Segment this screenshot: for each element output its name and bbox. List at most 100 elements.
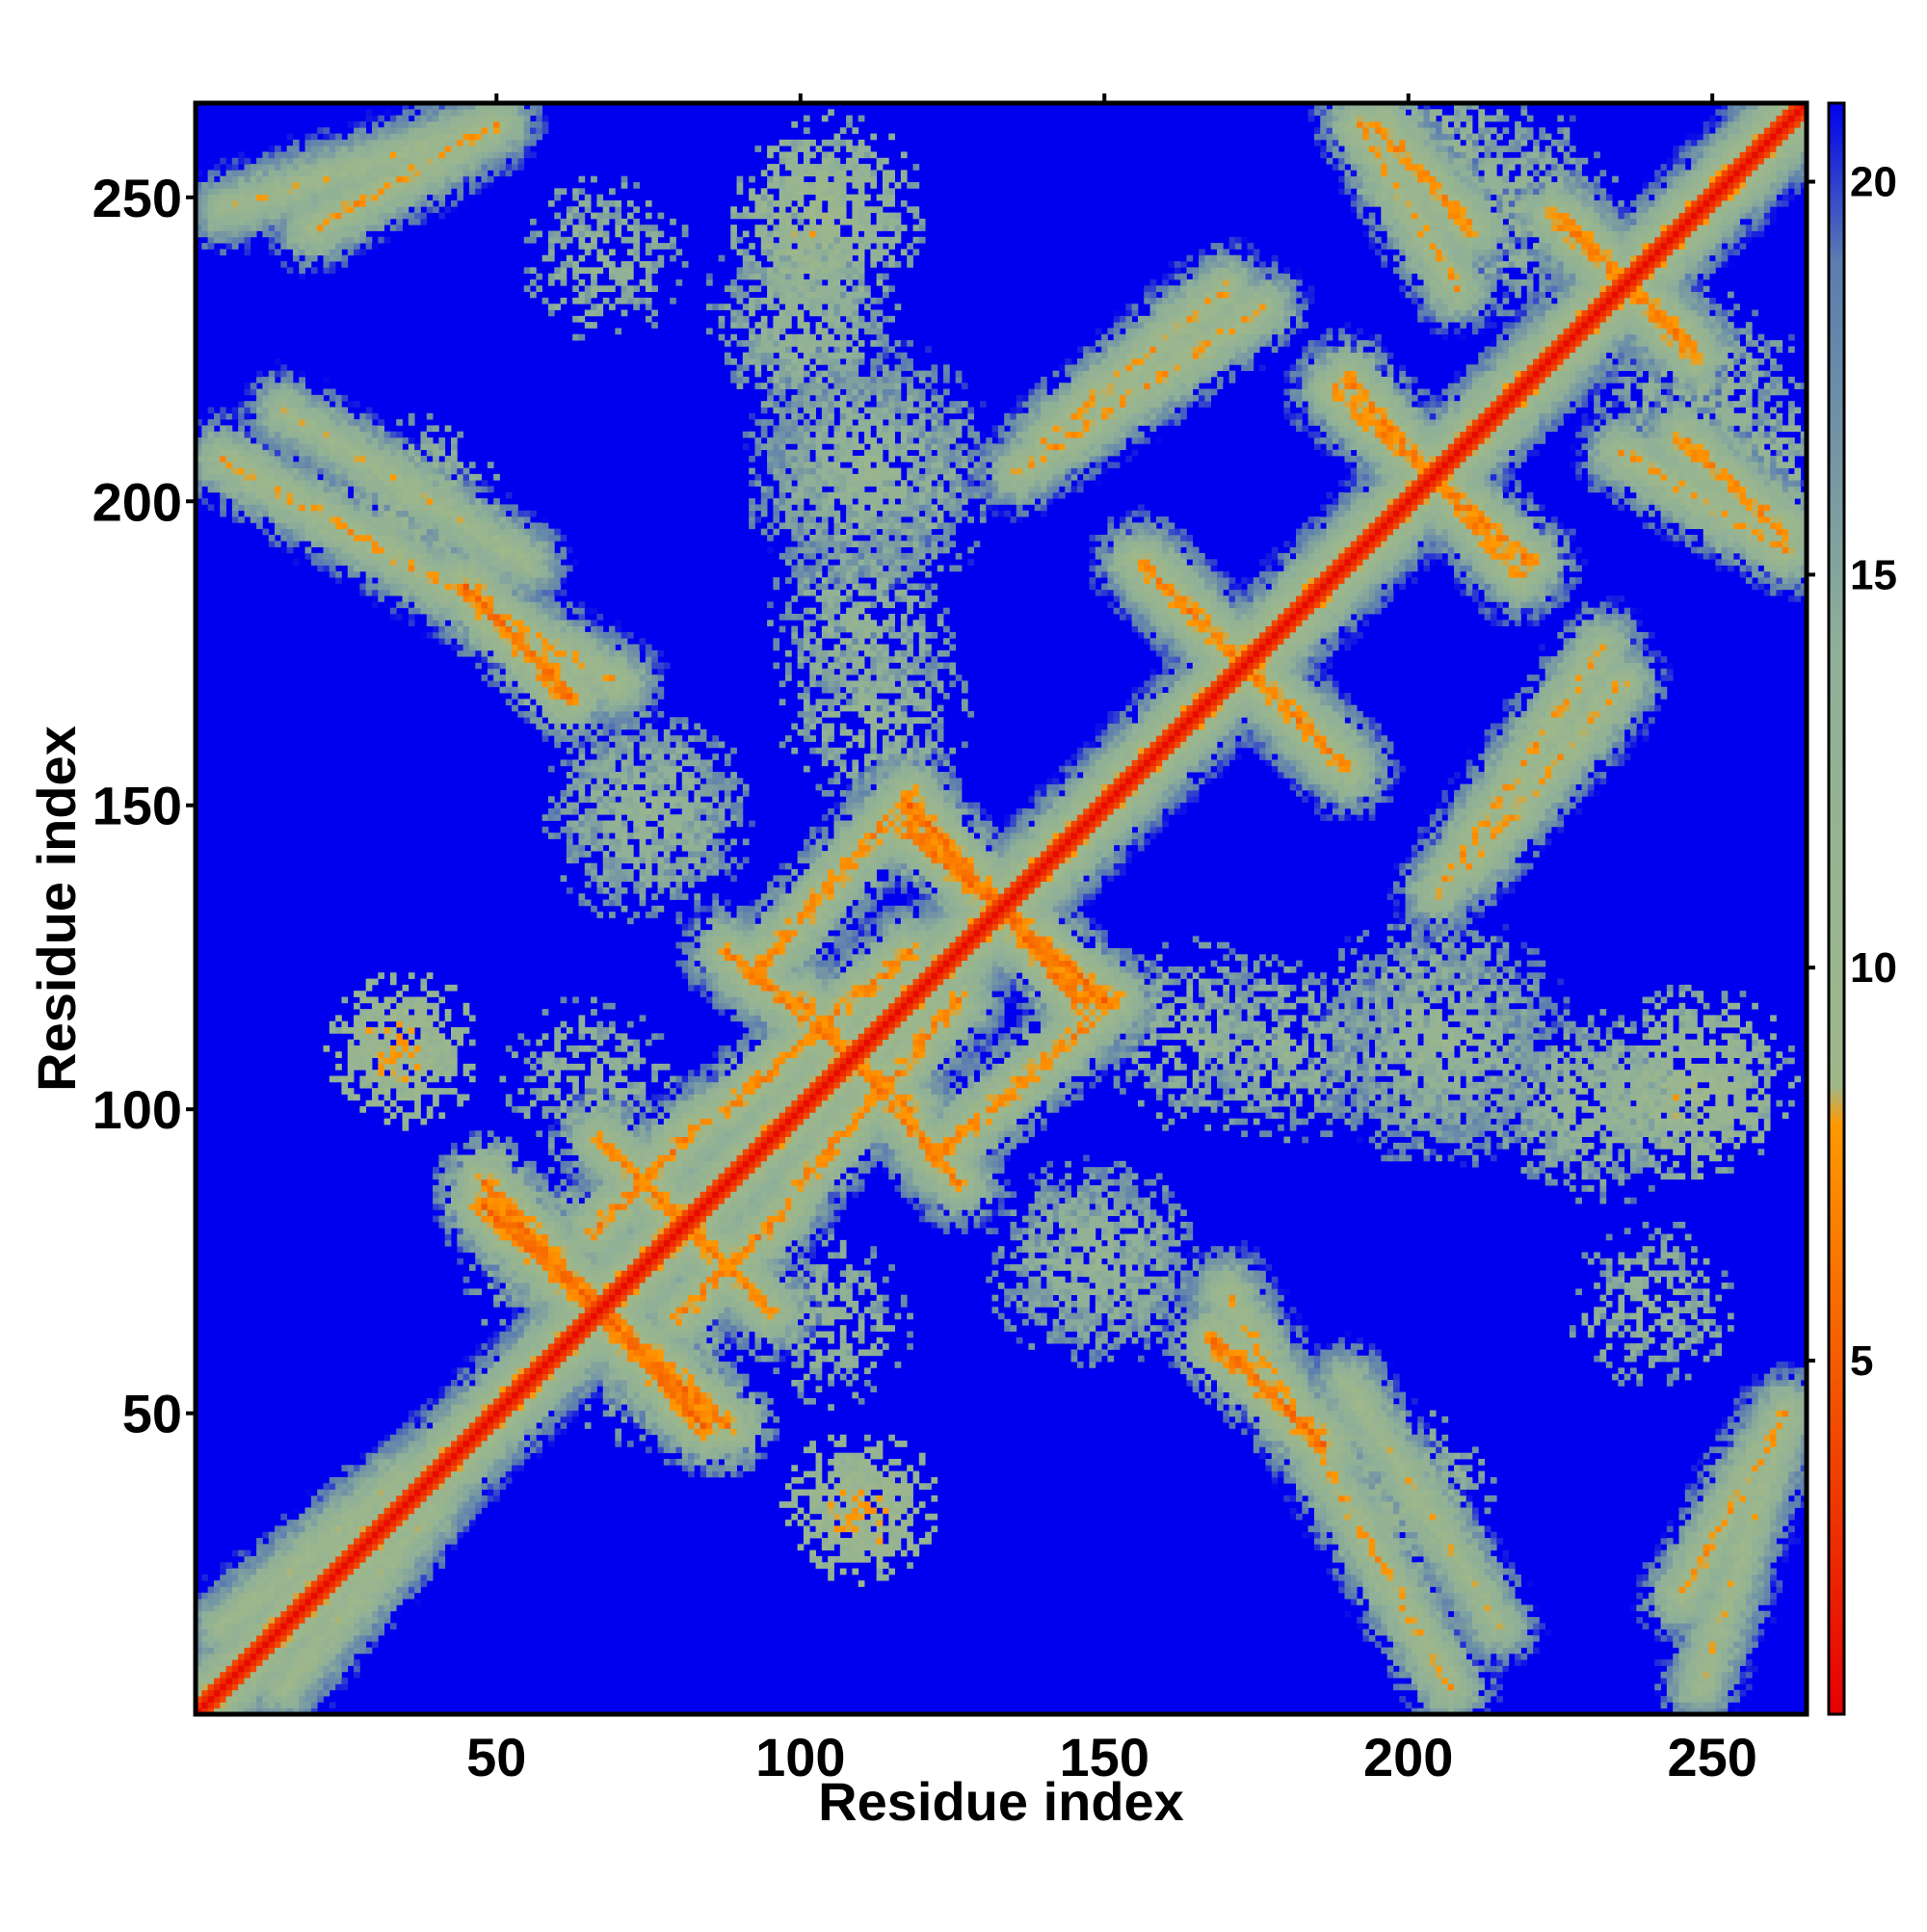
heatmap-cell bbox=[433, 1435, 439, 1442]
heatmap-cell bbox=[220, 407, 226, 413]
heatmap-cell bbox=[293, 1569, 300, 1575]
heatmap-cell bbox=[299, 407, 305, 413]
heatmap-cell bbox=[354, 182, 360, 189]
heatmap-cell bbox=[384, 1507, 391, 1514]
heatmap-cell bbox=[396, 1507, 403, 1514]
heatmap-cell bbox=[469, 1453, 476, 1460]
heatmap-cell bbox=[378, 1514, 384, 1521]
heatmap-cell bbox=[409, 566, 415, 572]
heatmap-cell bbox=[311, 1575, 318, 1581]
heatmap-cell bbox=[214, 1666, 221, 1673]
heatmap-cell bbox=[475, 1204, 482, 1210]
heatmap-cell bbox=[256, 1550, 263, 1557]
heatmap-cell bbox=[280, 243, 287, 250]
heatmap-cell bbox=[366, 456, 373, 463]
heatmap-cell bbox=[366, 979, 373, 986]
heatmap-cell bbox=[256, 511, 263, 517]
heatmap-cell bbox=[275, 164, 281, 171]
heatmap-cell bbox=[299, 371, 305, 378]
heatmap-cell bbox=[354, 535, 360, 542]
heatmap-cell bbox=[396, 614, 403, 621]
heatmap-cell bbox=[330, 480, 336, 487]
heatmap-cell bbox=[488, 1446, 494, 1453]
heatmap-cell bbox=[226, 182, 233, 189]
heatmap-cell bbox=[262, 188, 269, 195]
heatmap-cell bbox=[232, 213, 239, 220]
heatmap-cell bbox=[317, 140, 324, 146]
heatmap-cell bbox=[457, 498, 463, 505]
heatmap-cell bbox=[238, 1648, 245, 1654]
heatmap-cell bbox=[232, 486, 239, 492]
heatmap-cell bbox=[348, 195, 355, 201]
heatmap-cell bbox=[420, 608, 427, 615]
heatmap-cell bbox=[438, 1216, 445, 1223]
heatmap-cell bbox=[256, 1696, 263, 1703]
heatmap-cell bbox=[427, 462, 434, 468]
heatmap-cell bbox=[287, 486, 294, 492]
heatmap-cell bbox=[280, 535, 287, 542]
heatmap-cell bbox=[384, 1611, 391, 1618]
heatmap-cell bbox=[438, 1398, 445, 1405]
heatmap-cell bbox=[341, 1617, 348, 1624]
heatmap-cell bbox=[348, 1569, 355, 1575]
heatmap-cell bbox=[262, 1550, 269, 1557]
heatmap-cell bbox=[420, 559, 427, 566]
heatmap-cell bbox=[238, 1575, 245, 1581]
heatmap-cell bbox=[420, 1027, 427, 1034]
heatmap-cell bbox=[201, 1683, 208, 1690]
heatmap-cell bbox=[409, 553, 415, 560]
heatmap-cell bbox=[390, 170, 397, 176]
heatmap-cell bbox=[280, 480, 287, 487]
heatmap-cell bbox=[396, 541, 403, 547]
heatmap-cell bbox=[341, 504, 348, 511]
heatmap-cell bbox=[409, 1094, 415, 1100]
heatmap-cell bbox=[232, 498, 239, 505]
heatmap-cell bbox=[330, 468, 336, 475]
heatmap-cell bbox=[341, 450, 348, 457]
heatmap-cell bbox=[438, 595, 445, 602]
heatmap-cell bbox=[262, 200, 269, 207]
heatmap-cell bbox=[420, 1490, 427, 1496]
heatmap-cell bbox=[305, 231, 312, 238]
heatmap-cell bbox=[475, 1240, 482, 1247]
heatmap-cell bbox=[469, 1411, 476, 1417]
heatmap-cell bbox=[275, 468, 281, 475]
heatmap-cell bbox=[269, 1569, 276, 1575]
heatmap-cell bbox=[251, 1654, 257, 1660]
heatmap-cell bbox=[451, 450, 458, 457]
heatmap-cell bbox=[220, 225, 226, 231]
heatmap-cell bbox=[305, 249, 312, 255]
heatmap-cell bbox=[275, 498, 281, 505]
heatmap-cell bbox=[262, 1702, 269, 1708]
heatmap-cell bbox=[341, 1580, 348, 1587]
heatmap-cell bbox=[311, 1635, 318, 1642]
heatmap-cell bbox=[451, 146, 458, 152]
heatmap-cell bbox=[311, 432, 318, 438]
heatmap-cell bbox=[251, 474, 257, 481]
heatmap-cell bbox=[341, 498, 348, 505]
heatmap-cell bbox=[427, 1398, 434, 1405]
heatmap-cell bbox=[220, 1654, 226, 1660]
heatmap-cell bbox=[280, 456, 287, 463]
heatmap-cell bbox=[348, 1064, 355, 1071]
heatmap-cell bbox=[475, 140, 482, 146]
heatmap-cell bbox=[396, 146, 403, 152]
heatmap-cell bbox=[445, 577, 452, 584]
heatmap-cell bbox=[348, 1648, 355, 1654]
heatmap-cell bbox=[299, 1648, 305, 1654]
heatmap-cell bbox=[220, 413, 226, 420]
heatmap-cell bbox=[348, 1587, 355, 1594]
heatmap-cell bbox=[403, 516, 409, 523]
heatmap-cell bbox=[463, 1094, 470, 1100]
heatmap-cell bbox=[214, 1641, 221, 1648]
heatmap-cell bbox=[287, 395, 294, 402]
heatmap-cell bbox=[251, 468, 257, 475]
heatmap-cell bbox=[214, 1683, 221, 1690]
heatmap-cell bbox=[427, 1411, 434, 1417]
heatmap-cell bbox=[275, 516, 281, 523]
heatmap-cell bbox=[420, 1070, 427, 1076]
heatmap-cell bbox=[280, 1593, 287, 1600]
heatmap-cell bbox=[482, 645, 488, 651]
heatmap-cell bbox=[293, 468, 300, 475]
heatmap-cell bbox=[244, 249, 251, 255]
